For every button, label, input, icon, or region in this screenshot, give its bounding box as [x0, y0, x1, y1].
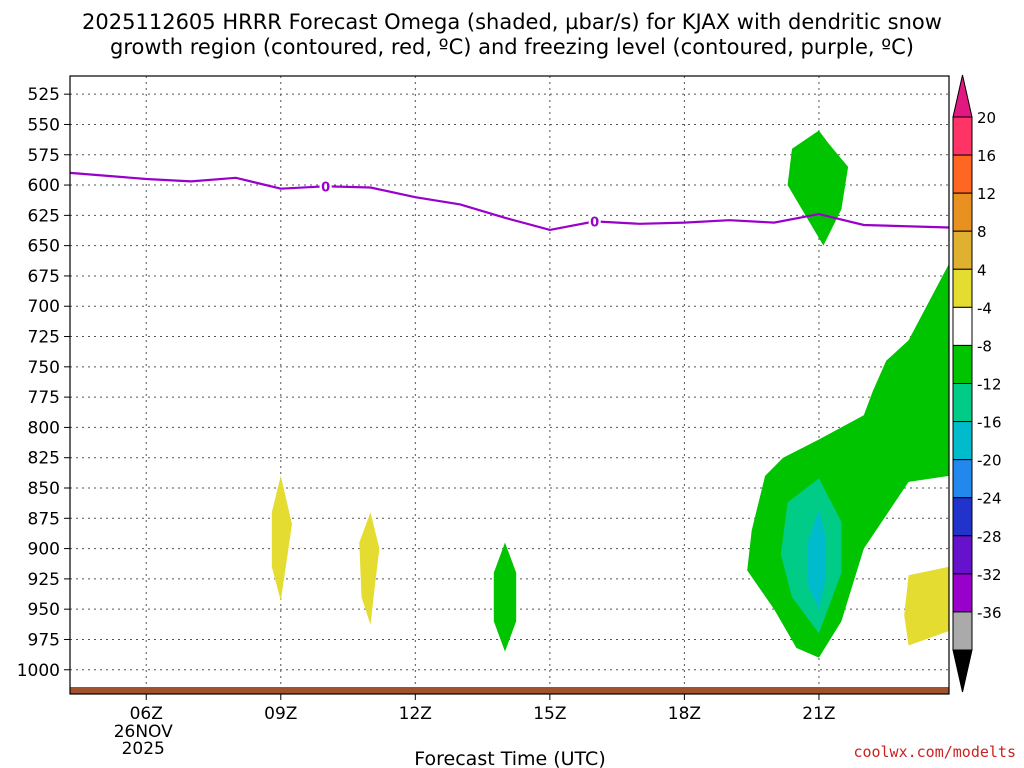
- y-tick-label: 925: [28, 570, 60, 590]
- omega-region: [787, 130, 849, 246]
- y-axis: 525 550 575 600 625 650 675 700 725 750 775 800 825 8…: [17, 85, 70, 681]
- x-tick-label: 09Z: [264, 704, 297, 724]
- chart-title-line-2: growth region (contoured, red, ºC) and f…: [110, 35, 914, 59]
- x-axis-label: Forecast Time (UTC): [414, 748, 605, 768]
- y-tick-label: 800: [28, 418, 60, 438]
- colorbar-swatch: [952, 306, 973, 346]
- colorbar-label: 8: [977, 223, 987, 241]
- colorbar-swatch: [952, 154, 973, 194]
- colorbar-swatch: [952, 230, 973, 270]
- colorbar-label: -36: [977, 604, 1002, 622]
- colorbar-label: 20: [977, 109, 996, 127]
- colorbar-swatch: [952, 421, 973, 461]
- freezing-label-bg: [588, 213, 601, 230]
- y-tick-label: 625: [28, 206, 60, 226]
- colorbar-swatch: [952, 459, 973, 499]
- x-tick-label: 06Z: [130, 704, 163, 724]
- colorbar-label: 4: [977, 261, 987, 279]
- freezing-level-line: [70, 171, 949, 232]
- y-tick-label: 525: [28, 85, 60, 105]
- colorbar-label: 12: [977, 185, 996, 203]
- x-tick-label: 15Z: [533, 704, 566, 724]
- y-tick-label: 875: [28, 509, 60, 529]
- chart-title-line-1: 2025112605 HRRR Forecast Omega (shaded, …: [82, 10, 942, 34]
- colorbar-label: -32: [977, 566, 1002, 584]
- colorbar-label: -8: [977, 337, 992, 355]
- omega-region: [359, 512, 380, 625]
- colorbar-bottom-arrow: [952, 649, 973, 693]
- x-tick-sublabel: 2025: [122, 739, 165, 759]
- colorbar-swatch: [952, 268, 973, 308]
- colorbar-swatch: [952, 535, 973, 575]
- freezing-level-layer: 00: [70, 171, 949, 232]
- colorbar-swatch: [952, 497, 973, 537]
- plot-frame: [69, 75, 950, 695]
- colorbar-swatch: [952, 573, 973, 613]
- colorbar-top-arrow: [952, 74, 973, 118]
- y-tick-label: 850: [28, 479, 60, 499]
- x-tick-label: 18Z: [668, 704, 701, 724]
- colorbar-swatch: [952, 383, 973, 423]
- y-tick-label: 1000: [17, 661, 60, 681]
- y-tick-label: 600: [28, 176, 60, 196]
- colorbar-label: -12: [977, 376, 1002, 394]
- y-tick-label: 825: [28, 449, 60, 469]
- y-tick-label: 575: [28, 146, 60, 166]
- y-tick-label: 725: [28, 328, 60, 348]
- colorbar-label: -16: [977, 414, 1002, 432]
- y-tick-label: 750: [28, 358, 60, 378]
- colorbar-swatch: [952, 611, 973, 651]
- y-tick-label: 775: [28, 388, 60, 408]
- colorbar-label: 16: [977, 147, 996, 165]
- x-tick-sublabel: 26NOV: [114, 722, 173, 742]
- credit-text: coolwx.com/modelts: [853, 743, 1016, 761]
- y-tick-label: 975: [28, 630, 60, 650]
- colorbar-swatch: [952, 192, 973, 232]
- omega-region: [493, 542, 517, 652]
- y-tick-label: 950: [28, 600, 60, 620]
- freezing-level-label: 0: [321, 180, 330, 195]
- colorbar: 20 16 12 8 4 -4 -8 -12 -16 -20 -24 -28 -32 -36: [952, 74, 1002, 693]
- colorbar-label: -20: [977, 452, 1002, 470]
- omega-region: [807, 509, 826, 610]
- x-tick-label: 12Z: [399, 704, 432, 724]
- freezing-level-label: 0: [590, 215, 599, 230]
- terrain-band: [70, 687, 949, 694]
- omega-region: [904, 566, 949, 646]
- colorbar-label: -24: [977, 490, 1002, 508]
- x-tick-label: 21Z: [802, 704, 835, 724]
- colorbar-label: -4: [977, 299, 992, 317]
- y-tick-label: 700: [28, 297, 60, 317]
- colorbar-swatch: [952, 344, 973, 384]
- terrain-layer: [70, 687, 949, 694]
- y-tick-label: 550: [28, 115, 60, 135]
- colorbar-swatch: [952, 116, 973, 156]
- y-tick-label: 675: [28, 267, 60, 287]
- colorbar-label: -28: [977, 528, 1002, 546]
- y-tick-label: 650: [28, 237, 60, 257]
- omega-region: [271, 475, 292, 601]
- freezing-label-bg: [319, 178, 332, 195]
- y-tick-label: 900: [28, 540, 60, 560]
- omega-shaded-regions: [271, 130, 949, 658]
